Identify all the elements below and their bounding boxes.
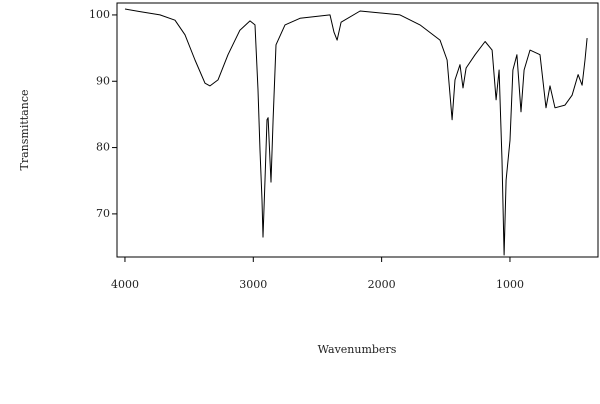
plot-frame (116, 2, 599, 258)
x-tick-label: 3000 (239, 278, 267, 291)
x-tick-label: 1000 (496, 278, 524, 291)
x-tick-label: 4000 (111, 278, 139, 291)
x-axis-label: Wavenumbers (318, 343, 397, 356)
y-tick-label: 90 (96, 74, 110, 87)
y-tick-label: 100 (89, 8, 110, 21)
y-tick-label: 80 (96, 141, 110, 154)
y-axis-label: Transmittance (18, 90, 31, 171)
x-tick-label: 2000 (368, 278, 396, 291)
spectrum-line (124, 8, 588, 256)
y-tick-label: 70 (96, 207, 110, 220)
